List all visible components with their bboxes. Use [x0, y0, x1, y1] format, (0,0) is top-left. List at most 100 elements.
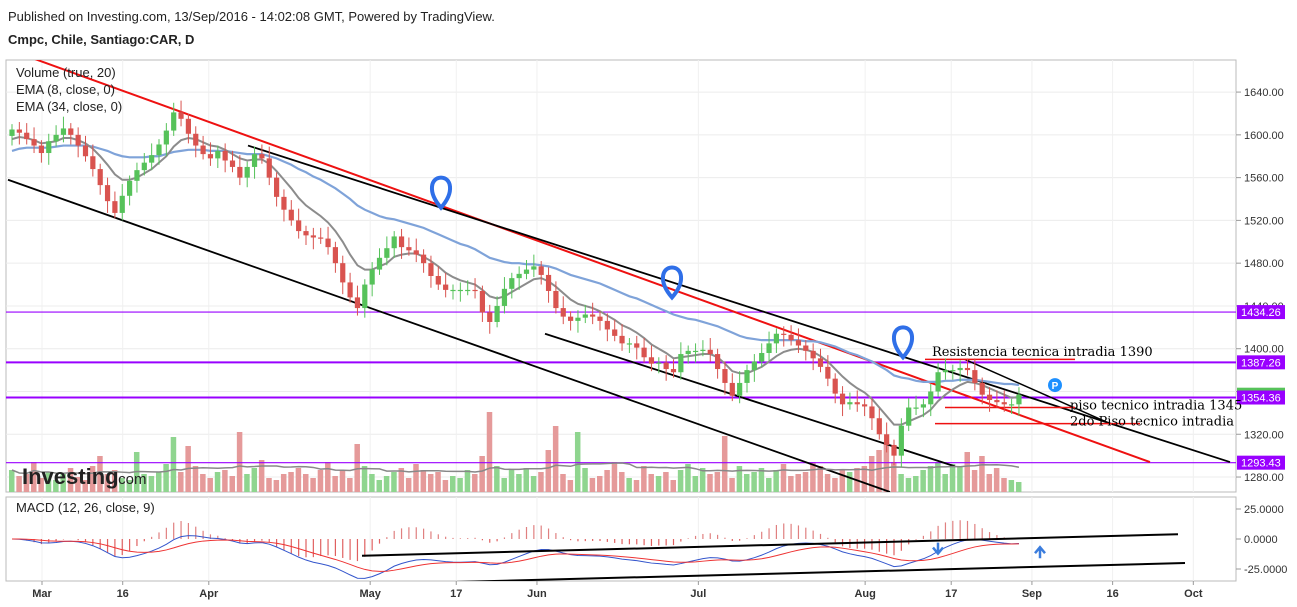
y-tick-label: 1480.00 — [1244, 258, 1284, 270]
volume-bar — [707, 474, 713, 492]
candle-body — [854, 402, 860, 405]
volume-bar — [824, 474, 831, 492]
volume-bar — [538, 472, 544, 492]
candle-body — [964, 367, 971, 371]
price-tag: 1293.43 — [1237, 455, 1285, 470]
arrow-down-icon — [932, 542, 944, 556]
volume-bar — [163, 464, 169, 492]
volume-bar — [582, 468, 588, 492]
candle-body — [648, 357, 655, 364]
candle-body — [200, 145, 206, 155]
volume-bar — [148, 476, 155, 492]
volume-bar — [9, 470, 15, 492]
candle-body — [104, 185, 111, 202]
candle-body — [384, 248, 390, 258]
candle-body — [656, 362, 662, 364]
published-caption: Published on Investing.com, 13/Sep/2016 … — [8, 9, 495, 24]
y-tick-label: 1320.00 — [1244, 429, 1284, 441]
candle-body — [413, 250, 419, 255]
candle-body — [406, 247, 412, 251]
volume-bar — [868, 456, 875, 492]
volume-bar — [464, 470, 471, 492]
volume-bar — [626, 478, 632, 492]
volume-bar — [266, 478, 272, 492]
signal-line — [11, 538, 1019, 572]
volume-bar — [16, 476, 22, 492]
volume-bar — [126, 480, 133, 492]
candle-body — [619, 335, 625, 344]
candle-body — [692, 350, 699, 353]
candle-body — [193, 133, 199, 146]
volume-bar — [229, 476, 235, 492]
y-tick-label: 1400.00 — [1244, 344, 1284, 356]
candle-body — [494, 305, 500, 322]
candle-body — [795, 340, 802, 346]
candle-body — [354, 297, 361, 309]
candle-body — [523, 269, 530, 274]
candle-body — [90, 156, 96, 170]
candle-body — [898, 425, 904, 456]
candle-body — [538, 266, 544, 275]
price-tag: 1387.26 — [1237, 355, 1285, 370]
volume-bar — [141, 474, 147, 492]
candle-body — [501, 288, 508, 306]
candle-body — [171, 112, 177, 131]
svg-text:1387.26: 1387.26 — [1241, 357, 1281, 369]
annotations: Resistencia tecnica intradia 1390 piso te… — [932, 345, 1242, 430]
candle-body — [942, 370, 949, 373]
candle-body — [825, 366, 831, 379]
volume-bar — [354, 444, 360, 492]
volume-bar — [758, 468, 765, 492]
candle-body — [31, 139, 37, 146]
volume-bar — [876, 450, 882, 492]
volume-bar — [38, 478, 44, 492]
volume-bar — [677, 470, 684, 492]
volume-bar — [457, 478, 463, 492]
volume-bar — [442, 480, 449, 492]
candle-body — [347, 282, 353, 298]
volume-bar — [810, 462, 816, 492]
volume-bars — [9, 412, 1022, 492]
volume-bar — [60, 474, 66, 492]
candle-body — [222, 150, 228, 161]
volume-bar — [935, 462, 941, 492]
candle-body — [53, 134, 59, 142]
svg-text:1293.43: 1293.43 — [1241, 458, 1281, 470]
volume-bar — [692, 476, 699, 492]
volume-bar — [45, 472, 52, 492]
volume-bar — [633, 480, 640, 492]
candle-body — [75, 134, 81, 146]
y-tick-label: 1640.00 — [1244, 87, 1284, 99]
candle-body — [443, 284, 449, 290]
volume-bar — [780, 464, 787, 492]
volume-bar — [905, 478, 912, 492]
macd-pane-border — [5, 496, 1237, 582]
volume-bar — [97, 456, 103, 492]
candle-body — [325, 238, 331, 248]
candle-body — [773, 333, 779, 344]
volume-bar — [589, 478, 596, 492]
volume-bar — [736, 466, 743, 492]
indicator-volume-label: Volume (true, 20) — [16, 65, 116, 80]
candle-body — [391, 236, 397, 249]
candle-body — [163, 130, 169, 145]
volume-bar — [604, 470, 610, 492]
markers: P — [430, 175, 1062, 393]
candle-body — [590, 314, 596, 317]
candle-body — [766, 343, 772, 353]
volume-bar — [574, 432, 581, 492]
x-tick-label: 17 — [450, 588, 462, 600]
macd-trend-line — [361, 533, 1179, 557]
volume-ma-line — [11, 462, 1020, 475]
candle-body — [604, 320, 610, 330]
candle-body — [1009, 404, 1015, 406]
candle-body — [68, 128, 74, 135]
volume-bar — [383, 476, 390, 492]
x-tick-label: Aug — [854, 588, 875, 600]
volume-bar — [817, 466, 823, 492]
volume-bar — [310, 478, 316, 492]
candle-body — [869, 406, 875, 419]
axes: 1640.001600.001560.001520.001480.001440.… — [32, 87, 1287, 600]
candle-body — [288, 209, 294, 221]
